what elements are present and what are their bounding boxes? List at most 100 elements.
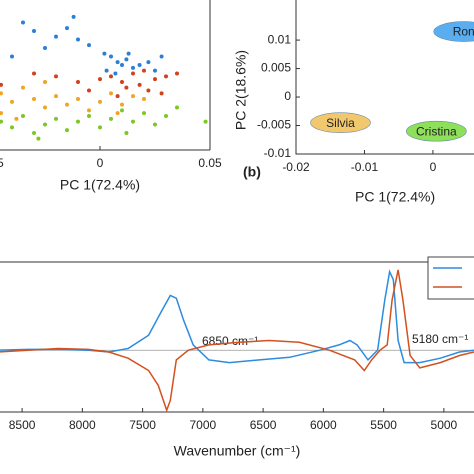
point — [142, 111, 146, 116]
annotation: 5180 cm⁻¹ — [412, 332, 468, 346]
point — [109, 116, 113, 121]
point — [43, 122, 47, 127]
x-tick-label: 7500 — [129, 418, 156, 432]
x-tick-label: 5000 — [431, 418, 458, 432]
point — [104, 68, 109, 73]
point — [43, 46, 47, 50]
y-tick-label: -0.005 — [257, 118, 291, 132]
group-ellipse — [433, 21, 474, 42]
point — [120, 80, 124, 84]
x-tick-label: 8000 — [69, 418, 96, 432]
point — [21, 114, 25, 118]
point — [0, 82, 3, 87]
point — [109, 54, 113, 59]
point — [36, 136, 41, 141]
group-label: Silvia — [326, 116, 355, 130]
point — [175, 71, 179, 76]
y-axis-label: PC 2(18.6%) — [233, 50, 249, 130]
point — [10, 54, 14, 59]
point — [164, 74, 168, 79]
point — [137, 82, 142, 87]
x-tick-label: 0 — [97, 156, 104, 170]
point — [115, 111, 120, 116]
point — [175, 105, 179, 110]
point — [102, 51, 107, 56]
x-axis-label: PC 1(72.4%) — [355, 189, 435, 205]
x-tick-label: 5500 — [370, 418, 397, 432]
point — [87, 114, 91, 118]
point — [131, 94, 135, 99]
point — [10, 99, 14, 104]
group-ellipse — [406, 120, 467, 142]
point — [120, 108, 124, 113]
point — [87, 43, 91, 48]
point — [153, 77, 157, 82]
point — [109, 74, 113, 79]
point — [54, 34, 58, 39]
point — [65, 26, 69, 31]
group-label: Ron — [453, 25, 474, 39]
point — [87, 108, 91, 113]
point — [98, 99, 102, 104]
point — [54, 74, 58, 79]
x-tick-label: 8500 — [9, 418, 36, 432]
x-tick-label: 6000 — [310, 418, 337, 432]
point — [115, 60, 120, 65]
spectrum-line — [0, 269, 474, 413]
y-tick-label: 0.005 — [261, 61, 291, 75]
point — [126, 51, 131, 56]
point — [120, 102, 124, 107]
x-tick-label: 0 — [430, 160, 437, 174]
point — [43, 80, 47, 84]
point — [10, 125, 14, 130]
point — [203, 119, 208, 124]
x-axis-label: PC 1(72.4%) — [60, 177, 140, 193]
point — [21, 85, 25, 90]
point — [109, 91, 113, 96]
point — [98, 125, 102, 130]
spectrum-line — [0, 269, 474, 364]
legend-box — [427, 256, 474, 300]
point — [115, 94, 120, 99]
point — [43, 105, 47, 110]
point — [98, 77, 102, 82]
point — [76, 80, 80, 84]
x-tick-label: 7000 — [190, 418, 217, 432]
point — [87, 88, 91, 93]
point — [14, 116, 19, 121]
axis-c — [0, 261, 474, 413]
point — [76, 37, 80, 42]
point — [32, 97, 36, 101]
point — [146, 88, 151, 93]
x-tick-label: -0.02 — [282, 160, 310, 174]
point — [32, 131, 36, 135]
point — [159, 91, 164, 96]
point — [131, 119, 135, 124]
point — [76, 119, 80, 124]
point — [153, 122, 157, 127]
panel-label: (b) — [243, 164, 261, 180]
point — [71, 14, 76, 19]
point — [142, 68, 146, 73]
point — [65, 128, 69, 133]
point — [142, 97, 146, 101]
x-tick-label: 6500 — [250, 418, 277, 432]
point — [54, 116, 58, 121]
point — [124, 131, 129, 135]
point — [54, 94, 58, 99]
point — [164, 114, 168, 118]
group-label: Cristina — [416, 124, 457, 138]
point — [0, 91, 3, 96]
point — [124, 85, 129, 90]
point — [113, 71, 118, 76]
x-tick-label: 0.05 — [198, 156, 222, 170]
point — [32, 29, 36, 33]
point — [159, 54, 164, 59]
point — [21, 20, 25, 25]
y-tick-label: 0 — [284, 89, 291, 103]
x-tick-label: -0.05 — [0, 156, 4, 170]
point — [65, 102, 69, 107]
point — [0, 111, 3, 116]
y-tick-label: 0.01 — [268, 32, 292, 46]
